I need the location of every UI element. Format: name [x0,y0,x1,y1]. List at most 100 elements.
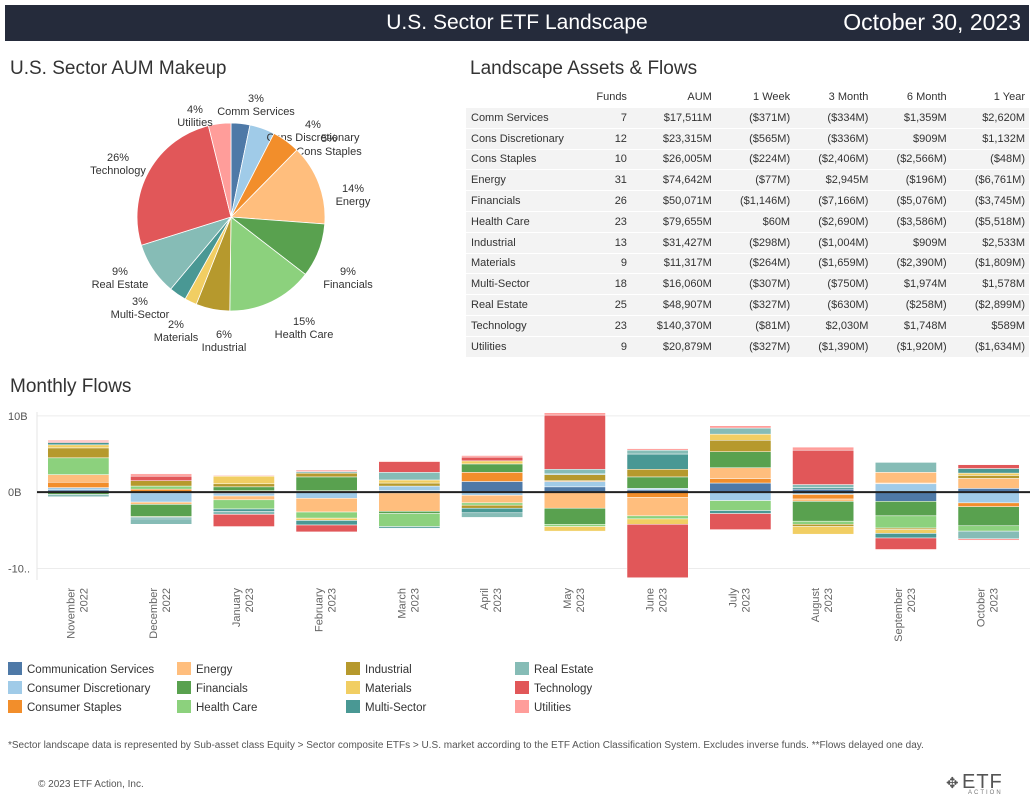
bar-segment[interactable] [130,492,192,503]
bar-segment[interactable] [461,472,523,482]
bar-segment[interactable] [461,512,523,518]
bar-segment[interactable] [378,513,441,527]
bar-segment[interactable] [461,460,523,465]
bar-segment[interactable] [626,469,689,478]
bar-stack[interactable] [792,446,854,535]
bar-segment[interactable] [875,533,937,539]
bar-stack[interactable] [709,425,772,530]
bar-segment[interactable] [130,473,192,477]
bar-segment[interactable] [47,447,110,459]
bar-segment[interactable] [875,462,937,473]
legend-item[interactable]: Industrial [346,662,412,676]
bar-segment[interactable] [47,442,110,446]
bar-segment[interactable] [709,510,772,514]
bar-segment[interactable] [378,492,441,512]
bar-segment[interactable] [875,483,937,493]
bar-segment[interactable] [130,485,192,490]
bar-segment[interactable] [213,499,275,510]
bar-segment[interactable] [544,526,606,532]
bar-segment[interactable] [47,457,110,475]
bar-segment[interactable] [957,502,1020,507]
bar-segment[interactable] [626,524,689,578]
bar-segment[interactable] [213,486,275,491]
bar-segment[interactable] [957,530,1020,540]
legend-item[interactable]: Energy [177,662,232,676]
bar-segment[interactable] [709,427,772,435]
bar-segment[interactable] [626,515,689,520]
bar-stack[interactable] [295,469,358,533]
bar-segment[interactable] [213,493,275,497]
legend-item[interactable]: Utilities [515,700,571,714]
bar-segment[interactable] [378,460,441,462]
bar-segment[interactable] [544,491,606,509]
bar-segment[interactable] [709,451,772,468]
pie-slice-energy[interactable] [230,149,326,225]
bar-segment[interactable] [130,504,192,517]
bar-segment[interactable] [461,455,523,458]
legend-item[interactable]: Financials [177,681,248,695]
bar-segment[interactable] [378,461,441,473]
bar-segment[interactable] [461,481,523,493]
bar-segment[interactable] [957,478,1020,489]
bar-segment[interactable] [47,494,110,498]
bar-segment[interactable] [213,475,275,485]
bar-segment[interactable] [295,511,358,519]
bar-segment[interactable] [626,518,689,525]
bar-segment[interactable] [792,520,854,525]
bar-segment[interactable] [378,479,441,484]
bar-segment[interactable] [295,520,358,526]
bar-stack[interactable] [378,460,441,529]
bar-segment[interactable] [709,491,772,501]
legend-item[interactable]: Consumer Staples [8,700,122,714]
bar-segment[interactable] [47,444,110,449]
bar-segment[interactable] [792,494,854,500]
bar-segment[interactable] [213,495,275,501]
bar-segment[interactable] [213,508,275,512]
bar-segment[interactable] [544,474,606,481]
legend-item[interactable]: Consumer Discretionary [8,681,150,695]
bar-segment[interactable] [626,497,689,517]
bar-segment[interactable] [626,476,689,489]
bar-segment[interactable] [461,456,523,462]
bar-segment[interactable] [213,483,275,488]
bar-segment[interactable] [875,515,937,529]
bar-segment[interactable] [130,480,192,487]
bar-segment[interactable] [295,469,358,472]
legend-item[interactable]: Communication Services [8,662,154,676]
bar-segment[interactable] [544,412,606,416]
bar-segment[interactable] [792,498,854,502]
bar-segment[interactable] [626,453,689,470]
bar-segment[interactable] [378,472,441,481]
bar-segment[interactable] [47,482,110,488]
bar-segment[interactable] [130,501,192,505]
bar-stack[interactable] [544,412,606,532]
bar-segment[interactable] [709,440,772,452]
bar-segment[interactable] [792,526,854,535]
bar-segment[interactable] [792,501,854,522]
bar-segment[interactable] [213,475,275,477]
bar-segment[interactable] [709,500,772,511]
bar-segment[interactable] [792,449,854,485]
legend-item[interactable]: Health Care [177,700,257,714]
pie-slice-technology[interactable] [136,125,232,246]
bar-segment[interactable] [378,511,441,514]
bar-segment[interactable] [957,464,1020,469]
bar-segment[interactable] [709,513,772,530]
bar-segment[interactable] [709,425,772,429]
bar-segment[interactable] [461,494,523,504]
bar-segment[interactable] [213,514,275,527]
bar-segment[interactable] [957,472,1020,476]
bar-segment[interactable] [130,475,192,481]
bar-segment[interactable] [461,463,523,473]
bar-segment[interactable] [295,476,358,491]
pie-slice-health-care[interactable] [229,216,306,312]
bar-segment[interactable] [295,524,358,533]
bar-segment[interactable] [792,524,854,527]
bar-segment[interactable] [47,474,110,483]
bar-segment[interactable] [957,475,1020,479]
bar-stack[interactable] [47,440,110,498]
bar-segment[interactable] [792,484,854,488]
bar-segment[interactable] [461,507,523,514]
bar-segment[interactable] [295,517,358,521]
bar-segment[interactable] [709,467,772,479]
